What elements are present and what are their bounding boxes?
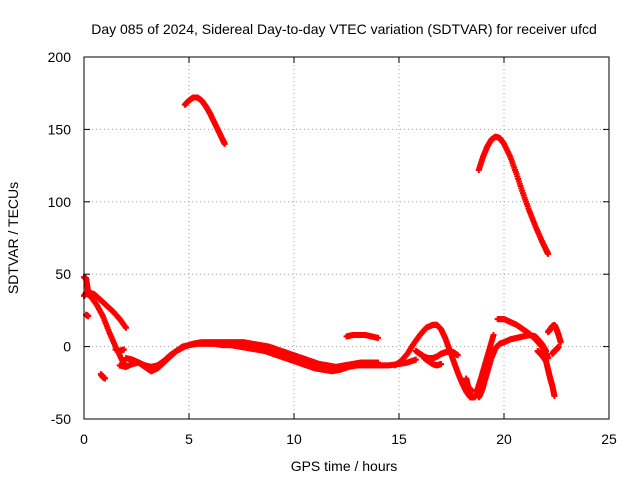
y-axis-label: SDTVAR / TECUs [5,182,21,294]
data-point [102,375,108,382]
series-arc-17 [545,321,564,346]
data-point [545,250,552,257]
data-points [81,94,564,401]
data-point [557,339,564,346]
series-arc-18 [549,343,562,357]
series-arc-2 [81,290,129,370]
series-arc-14 [473,332,497,395]
data-point [221,140,228,147]
series-arc-4 [97,371,108,382]
series-arc-15 [494,316,552,362]
data-point [438,360,444,367]
x-tick-label: 5 [185,431,193,447]
series-arc-5 [112,346,127,354]
y-tick-label: 100 [48,194,72,210]
series-arc-7 [123,339,381,370]
y-tick-label: 150 [48,121,72,137]
data-point [375,359,381,366]
data-point [490,332,497,339]
data-point [85,313,92,320]
y-tick-label: 50 [55,266,71,282]
series-arc-16 [534,347,558,399]
x-tick-label: 25 [601,431,617,447]
x-tick-label: 15 [391,431,407,447]
data-point [551,392,558,399]
series-arc-11 [421,355,444,369]
y-tick-label: -50 [51,411,71,427]
data-point [454,352,461,359]
x-tick-label: 0 [80,431,88,447]
y-tick-label: 0 [63,339,71,355]
y-tick-label: 200 [48,49,72,65]
data-point [123,324,129,331]
chart-title: Day 085 of 2024, Sidereal Day-to-day VTE… [91,21,597,37]
series-arc-8 [343,332,381,341]
series-arc-3 [83,311,92,320]
data-point [375,334,381,341]
data-point [555,343,562,350]
data-point [412,356,419,363]
series-arc-12 [463,375,476,395]
x-axis-label: GPS time / hours [291,458,398,474]
axis-ticks: 0 5 10 15 20 25 -50 0 50 100 150 200 [48,49,617,447]
x-tick-label: 10 [286,431,302,447]
series-arc-high-1 [181,94,228,147]
grid [84,57,609,419]
data-point [120,346,127,353]
plot-frame [83,56,610,420]
x-tick-label: 20 [496,431,512,447]
series-arc-high-2 [475,133,552,257]
